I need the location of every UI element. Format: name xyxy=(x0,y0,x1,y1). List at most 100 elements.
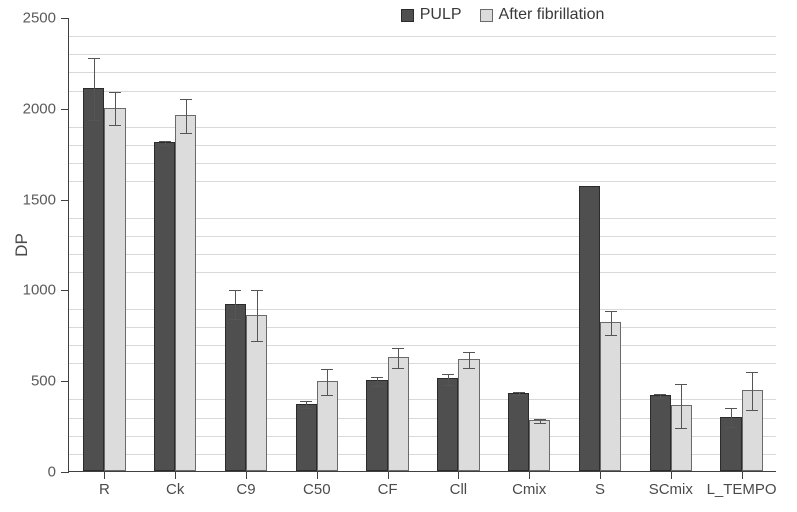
legend-item: PULP xyxy=(401,6,462,24)
x-tick-label: L_TEMPO xyxy=(707,481,777,498)
error-cap xyxy=(725,427,737,428)
y-tick-label: 500 xyxy=(31,373,56,390)
error-cap xyxy=(392,348,404,349)
error-cap xyxy=(371,377,383,378)
x-tick-label: Cll xyxy=(450,481,468,498)
x-tick-mark xyxy=(529,471,530,479)
error-cap xyxy=(442,385,454,386)
x-tick-mark xyxy=(600,471,601,479)
chart-container: 05001000150020002500RCkC9C50CFCllCmixSSC… xyxy=(0,0,797,512)
error-bar xyxy=(469,352,470,368)
legend-item: After fibrillation xyxy=(480,6,605,24)
error-cap xyxy=(321,395,333,396)
error-cap xyxy=(463,352,475,353)
error-cap xyxy=(159,141,171,142)
error-cap xyxy=(251,341,263,342)
error-cap xyxy=(746,410,758,411)
error-cap xyxy=(109,125,121,126)
bar xyxy=(154,142,175,471)
y-tick-mark xyxy=(61,290,69,291)
x-tick-mark xyxy=(175,471,176,479)
grid-minor xyxy=(69,72,776,73)
y-axis-label: DP xyxy=(12,233,32,257)
error-bar xyxy=(94,58,95,120)
bar xyxy=(579,186,600,471)
bar xyxy=(175,115,196,471)
x-tick-label: S xyxy=(595,481,605,498)
error-cap xyxy=(180,133,192,134)
x-tick-mark xyxy=(388,471,389,479)
error-cap xyxy=(300,408,312,409)
error-cap xyxy=(88,58,100,59)
error-cap xyxy=(654,398,666,399)
x-tick-mark xyxy=(742,471,743,479)
bar xyxy=(458,359,479,471)
grid-minor xyxy=(69,36,776,37)
x-tick-label: Cmix xyxy=(512,481,546,498)
error-cap xyxy=(654,394,666,395)
error-cap xyxy=(725,408,737,409)
legend: PULP After fibrillation xyxy=(401,6,605,24)
y-tick-label: 1500 xyxy=(23,191,56,208)
error-cap xyxy=(159,145,171,146)
legend-swatch xyxy=(480,9,493,22)
error-bar xyxy=(186,99,187,134)
error-cap xyxy=(534,419,546,420)
x-tick-label: CF xyxy=(378,481,398,498)
error-bar xyxy=(257,290,258,341)
error-bar xyxy=(115,92,116,125)
error-cap xyxy=(109,92,121,93)
x-tick-label: SCmix xyxy=(649,481,693,498)
x-tick-mark xyxy=(104,471,105,479)
bar xyxy=(437,378,458,471)
x-tick-label: R xyxy=(99,481,110,498)
error-cap xyxy=(534,423,546,424)
error-cap xyxy=(605,335,617,336)
y-tick-mark xyxy=(61,472,69,473)
error-bar xyxy=(752,372,753,410)
error-bar xyxy=(398,348,399,368)
y-tick-label: 2000 xyxy=(23,100,56,117)
error-bar xyxy=(235,290,236,319)
x-tick-mark xyxy=(671,471,672,479)
y-tick-mark xyxy=(61,200,69,201)
error-bar xyxy=(611,311,612,335)
error-cap xyxy=(251,290,263,291)
error-cap xyxy=(229,290,241,291)
y-tick-mark xyxy=(61,18,69,19)
error-bar xyxy=(731,408,732,426)
error-cap xyxy=(513,395,525,396)
plot-area: 05001000150020002500RCkC9C50CFCllCmixSSC… xyxy=(68,18,776,472)
error-cap xyxy=(321,369,333,370)
y-tick-mark xyxy=(61,109,69,110)
error-cap xyxy=(88,120,100,121)
error-cap xyxy=(371,386,383,387)
legend-swatch xyxy=(401,9,414,22)
error-cap xyxy=(746,372,758,373)
error-bar xyxy=(327,369,328,394)
legend-label: PULP xyxy=(420,6,462,24)
y-tick-mark xyxy=(61,381,69,382)
bar xyxy=(225,304,246,471)
y-tick-label: 2500 xyxy=(23,10,56,27)
bar xyxy=(600,322,621,471)
error-bar xyxy=(448,374,449,385)
legend-label: After fibrillation xyxy=(499,6,605,24)
x-tick-mark xyxy=(317,471,318,479)
bar xyxy=(296,404,317,471)
error-cap xyxy=(675,384,687,385)
x-tick-mark xyxy=(458,471,459,479)
error-cap xyxy=(442,374,454,375)
error-cap xyxy=(229,319,241,320)
grid-minor xyxy=(69,91,776,92)
x-tick-label: C50 xyxy=(303,481,331,498)
x-tick-label: Ck xyxy=(166,481,184,498)
bar xyxy=(83,88,104,471)
error-cap xyxy=(513,392,525,393)
y-tick-label: 0 xyxy=(48,464,56,481)
grid-minor xyxy=(69,54,776,55)
error-cap xyxy=(180,99,192,100)
error-cap xyxy=(463,368,475,369)
error-cap xyxy=(605,311,617,312)
bar xyxy=(388,357,409,471)
